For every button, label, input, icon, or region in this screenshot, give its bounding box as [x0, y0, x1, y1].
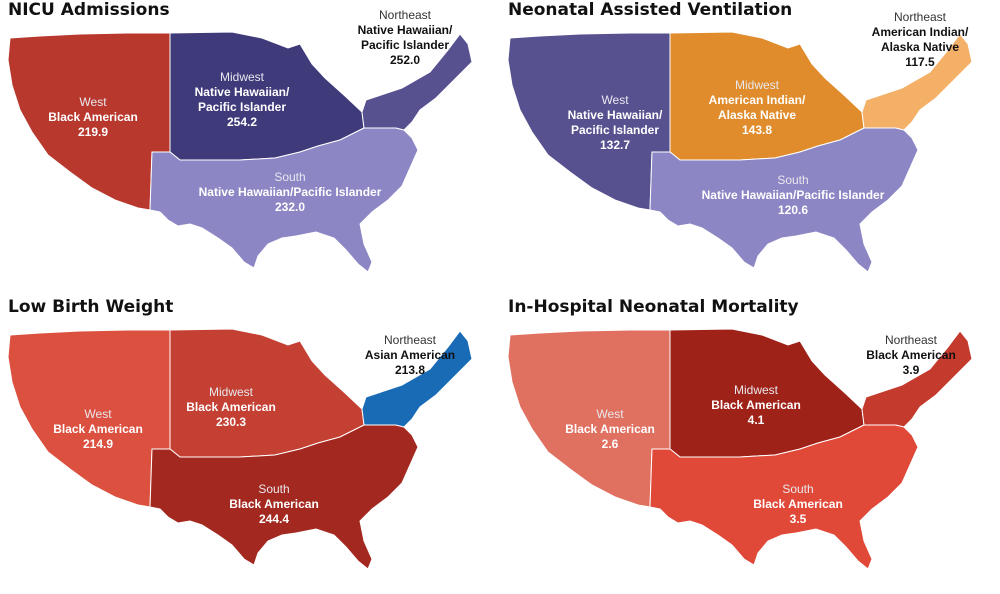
- map-panel-low-birth-weight: Low Birth Weight West Black American 214.9 M…: [0, 297, 500, 594]
- region-value: 4.1: [747, 413, 765, 427]
- group-name: Black American: [866, 348, 956, 362]
- region-value: 219.9: [77, 125, 109, 139]
- region-name: Northeast: [378, 8, 432, 22]
- region-value: 3.5: [789, 512, 807, 526]
- map-panel-neonatal-assisted-ventilation: Neonatal Assisted Ventilation West Native …: [500, 0, 1000, 297]
- region-value: 120.6: [777, 203, 809, 217]
- region-label-northeast: Northeast American Indian/Alaska Native 11…: [872, 10, 969, 70]
- region-name: West: [79, 95, 107, 109]
- group-name: Native Hawaiian/Pacific Islander: [567, 108, 663, 137]
- region-label-west: West Black American 2.6: [565, 407, 655, 452]
- group-name: American Indian/Alaska Native: [708, 93, 806, 122]
- region-name: West: [84, 407, 112, 421]
- region-south: [149, 127, 419, 273]
- region-value: 2.6: [601, 437, 619, 451]
- region-name: Northeast: [884, 333, 938, 347]
- region-label-midwest: Midwest American Indian/Alaska Native 143.…: [709, 78, 806, 138]
- region-value: 213.8: [394, 363, 426, 377]
- us-regions-map: [507, 328, 973, 570]
- region-label-south: South Black American 3.5: [753, 482, 843, 527]
- group-name: Native Hawaiian/Pacific Islander: [194, 85, 290, 114]
- region-name: Midwest: [208, 385, 254, 399]
- panel-title: Neonatal Assisted Ventilation: [508, 0, 793, 20]
- group-name: American Indian/Alaska Native: [871, 25, 969, 54]
- map-panel-nicu-admissions: NICU Admissions West Black American 219.9 Mi…: [0, 0, 500, 297]
- region-name: West: [601, 93, 629, 107]
- region-name: South: [782, 482, 814, 496]
- region-value: 117.5: [905, 55, 935, 69]
- region-label-west: West Black American 214.9: [53, 407, 143, 452]
- region-value: 244.4: [258, 512, 290, 526]
- region-label-south: South Black American 244.4: [229, 482, 319, 527]
- region-northeast: [861, 330, 973, 428]
- us-regions-map: [7, 328, 473, 570]
- region-northeast: [861, 33, 973, 131]
- group-name: Black American: [48, 110, 138, 124]
- region-northeast: [361, 33, 473, 131]
- region-name: South: [274, 170, 306, 184]
- region-west: [507, 32, 671, 211]
- region-name: Midwest: [219, 70, 264, 84]
- region-label-midwest: Midwest Black American 4.1: [711, 383, 801, 428]
- region-west: [7, 329, 171, 508]
- region-south: [149, 424, 419, 570]
- region-south: [649, 424, 919, 570]
- us-regions-map: [507, 31, 973, 273]
- region-label-west: West Native Hawaiian/Pacific Islander 132.…: [568, 93, 663, 153]
- region-label-south: South Native Hawaiian/Pacific Islander 232…: [199, 170, 382, 215]
- panel-title: NICU Admissions: [8, 0, 170, 20]
- panel-title: Low Birth Weight: [8, 297, 174, 317]
- region-west: [7, 32, 171, 211]
- region-name: South: [258, 482, 290, 496]
- group-name: Native Hawaiian/Pacific Islander: [357, 23, 453, 52]
- region-name: Midwest: [733, 383, 779, 397]
- group-name: Black American: [53, 422, 143, 436]
- group-name: Black American: [711, 398, 801, 412]
- region-label-west: West Black American 219.9: [48, 95, 138, 140]
- region-value: 143.8: [741, 123, 773, 137]
- region-label-northeast: Northeast Native Hawaiian/Pacific Islande…: [358, 8, 453, 68]
- group-name: Asian American: [364, 348, 456, 362]
- group-name: Native Hawaiian/Pacific Islander: [198, 185, 382, 199]
- group-name: Black American: [565, 422, 655, 436]
- region-value: 252.0: [389, 53, 421, 67]
- region-label-northeast: Northeast Asian American 213.8: [365, 333, 455, 378]
- region-south: [649, 127, 919, 273]
- region-value: 230.3: [215, 415, 247, 429]
- region-value: 214.9: [82, 437, 114, 451]
- us-regions-map: [7, 31, 473, 273]
- region-name: South: [777, 173, 809, 187]
- region-northeast: [361, 330, 473, 428]
- region-name: West: [596, 407, 624, 421]
- panel-title: In-Hospital Neonatal Mortality: [508, 297, 799, 317]
- region-label-midwest: Midwest Black American 230.3: [186, 385, 276, 430]
- region-value: 132.7: [599, 138, 631, 152]
- region-value: 3.9: [902, 363, 920, 377]
- region-west: [507, 329, 671, 508]
- group-name: Black American: [753, 497, 843, 511]
- region-label-northeast: Northeast Black American 3.9: [866, 333, 956, 378]
- region-label-south: South Native Hawaiian/Pacific Islander 120…: [702, 173, 885, 218]
- region-name: Northeast: [383, 333, 437, 347]
- group-name: Black American: [229, 497, 319, 511]
- region-name: Northeast: [893, 10, 947, 24]
- region-value: 232.0: [274, 200, 306, 214]
- group-name: Black American: [186, 400, 276, 414]
- region-value: 254.2: [226, 115, 258, 129]
- region-name: Midwest: [734, 78, 780, 92]
- map-panel-in-hospital-neonatal-mortality: In-Hospital Neonatal Mortality West Black …: [500, 297, 1000, 594]
- group-name: Native Hawaiian/Pacific Islander: [701, 188, 885, 202]
- region-label-midwest: Midwest Native Hawaiian/Pacific Islander 2…: [195, 70, 290, 130]
